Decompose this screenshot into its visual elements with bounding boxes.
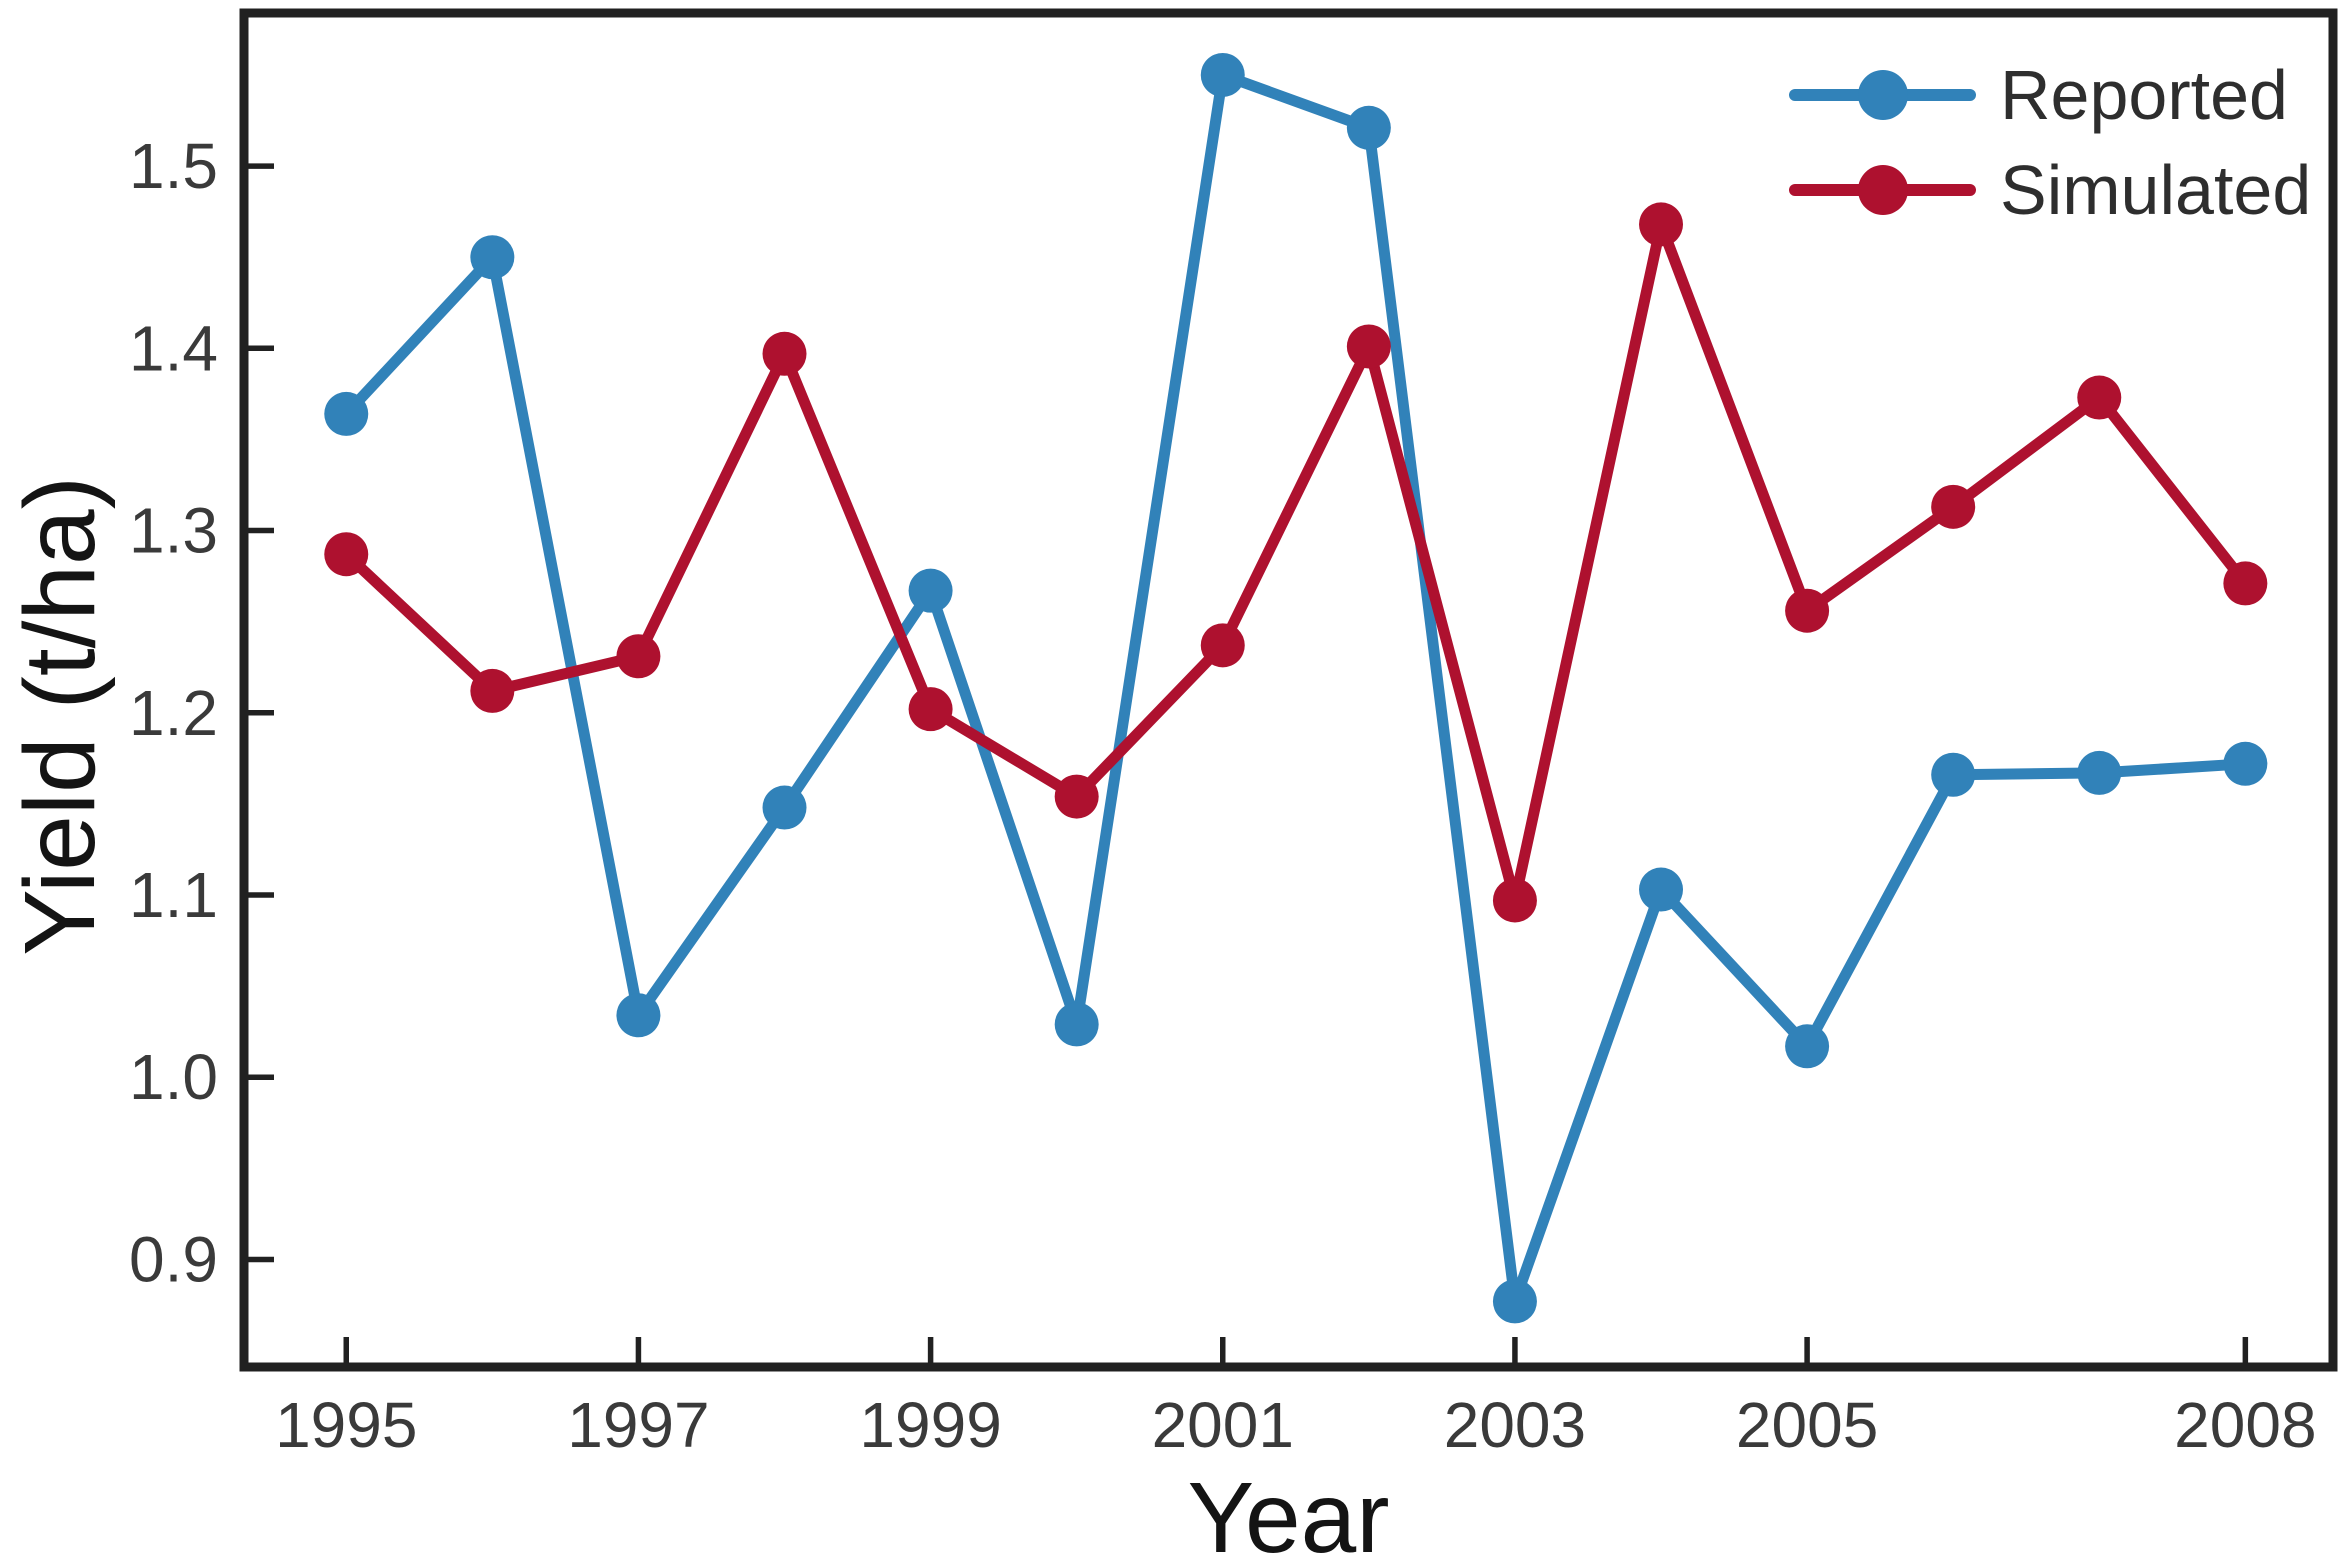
legend-item-simulated: Simulated <box>1789 151 2311 229</box>
line-reported <box>340 69 2251 1307</box>
x-tick-label: 1995 <box>275 1389 417 1461</box>
x-tick-label: 2008 <box>2174 1389 2316 1461</box>
point-simulated-1998 <box>762 331 807 376</box>
x-tick-label: 1997 <box>567 1389 709 1461</box>
point-reported-2002 <box>1346 105 1391 150</box>
point-reported-2000 <box>1054 1002 1099 1047</box>
x-tick-label: 1999 <box>859 1389 1001 1461</box>
y-tick-label: 1.3 <box>129 495 218 567</box>
x-tick-label: 2005 <box>1736 1389 1878 1461</box>
point-reported-2005 <box>1785 1024 1830 1069</box>
legend-marker-simulated <box>1858 165 1908 215</box>
series-simulated <box>324 202 2268 923</box>
point-reported-2006 <box>1931 752 1976 797</box>
axis-ticks: 0.9 1.0 1.1 1.2 1.3 1.4 1.5 1995 1997 1999 2001 200… <box>129 130 2317 1461</box>
point-simulated-2000 <box>1054 774 1099 819</box>
y-tick-label: 1.0 <box>129 1041 218 1113</box>
plot-border <box>239 8 2338 1372</box>
point-reported-2007 <box>2077 750 2122 795</box>
point-reported-2004 <box>1639 867 1684 912</box>
x-tick-label: 2003 <box>1444 1389 1586 1461</box>
legend-label-reported: Reported <box>2000 56 2288 134</box>
y-tick-label: 1.5 <box>129 130 218 202</box>
series-reported <box>324 52 2268 1324</box>
plot-area <box>244 13 2333 1367</box>
legend-marker-reported <box>1858 70 1908 120</box>
line-simulated <box>340 218 2251 906</box>
legend-item-reported: Reported <box>1789 56 2288 134</box>
point-simulated-2007 <box>2077 375 2122 420</box>
point-reported-2003 <box>1492 1279 1537 1324</box>
y-axis-title: Yield (t/ha) <box>4 476 116 956</box>
point-reported-2001 <box>1200 52 1245 97</box>
point-simulated-1997 <box>616 634 661 679</box>
y-tick-label: 1.2 <box>129 677 218 749</box>
series-lines <box>324 52 2268 1324</box>
point-reported-1998 <box>762 785 807 830</box>
point-reported-2008 <box>2223 741 2268 786</box>
point-simulated-1999 <box>908 687 953 732</box>
point-simulated-1995 <box>324 532 369 577</box>
point-simulated-2004 <box>1639 202 1684 247</box>
y-tick-label: 1.1 <box>129 859 218 931</box>
x-tick-label: 2001 <box>1152 1389 1294 1461</box>
point-simulated-2006 <box>1931 484 1976 529</box>
point-reported-1995 <box>324 391 369 436</box>
point-reported-1999 <box>908 568 953 613</box>
point-simulated-2003 <box>1492 878 1537 923</box>
point-simulated-1996 <box>470 668 515 713</box>
point-simulated-2001 <box>1200 623 1245 668</box>
point-reported-1997 <box>616 993 661 1038</box>
legend-label-simulated: Simulated <box>2000 151 2311 229</box>
point-reported-1996 <box>470 235 515 280</box>
point-simulated-2008 <box>2223 561 2268 606</box>
legend: Reported Simulated <box>1789 56 2311 229</box>
point-simulated-2005 <box>1785 588 1830 633</box>
y-tick-label: 0.9 <box>129 1223 218 1295</box>
y-tick-label: 1.4 <box>129 312 218 384</box>
x-axis-title: Year <box>1187 1462 1389 1568</box>
point-simulated-2002 <box>1346 324 1391 369</box>
